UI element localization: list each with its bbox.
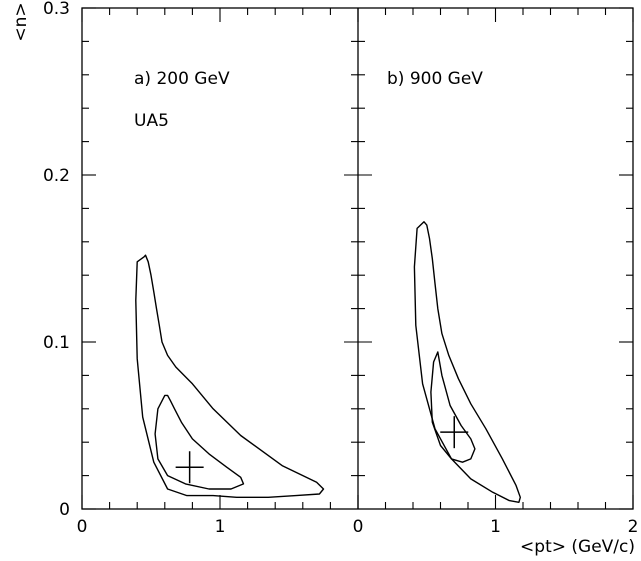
contour-b-1 bbox=[413, 221, 521, 503]
y-axis-title: <n> bbox=[11, 2, 31, 41]
figure-labels: <n> a) 200 GeV UA5 b) 900 GeV <pt> (GeV/… bbox=[11, 2, 635, 557]
x-tick-label-a: 0 bbox=[77, 517, 88, 537]
x-tick-label-b: 2 bbox=[628, 517, 639, 537]
contour-a-1 bbox=[135, 254, 325, 498]
panel-a-subtitle: UA5 bbox=[134, 111, 169, 131]
panel-b-title: b) 900 GeV bbox=[387, 69, 483, 89]
panel-b: 0 1 2 bbox=[353, 7, 639, 537]
y-tick-label: 0 bbox=[59, 500, 70, 520]
y-tick-label: 0.1 bbox=[43, 333, 70, 353]
x-tick-label-b: 0 bbox=[353, 517, 364, 537]
contour-a-2 bbox=[154, 394, 245, 490]
y-tick-label: 0.3 bbox=[43, 0, 70, 19]
x-tick-label-b: 1 bbox=[490, 517, 501, 537]
x-axis-title: <pt> (GeV/c) bbox=[520, 537, 635, 557]
y-tick-label: 0.2 bbox=[43, 166, 70, 186]
contour-b-2 bbox=[430, 351, 476, 463]
panel-a-title: a) 200 GeV bbox=[134, 69, 230, 89]
x-tick-label-a: 1 bbox=[215, 517, 226, 537]
